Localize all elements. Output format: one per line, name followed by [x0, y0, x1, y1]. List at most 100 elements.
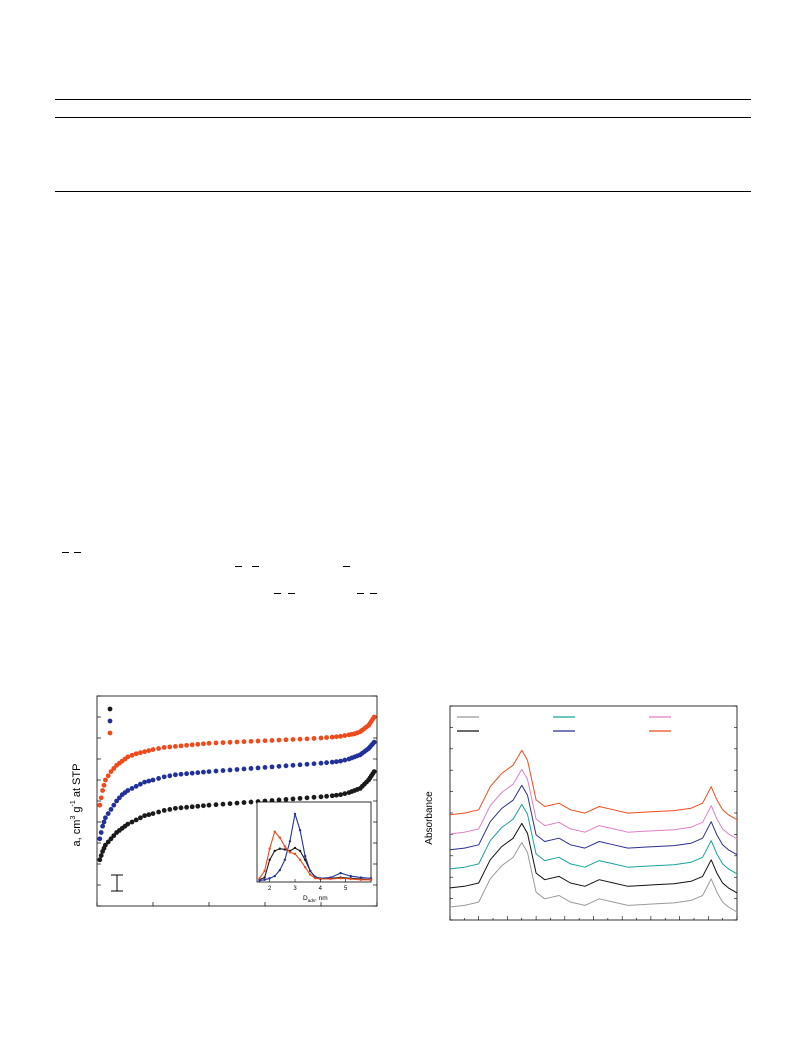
data-point [220, 801, 226, 807]
data-point [100, 788, 105, 793]
data-point [184, 804, 189, 810]
data-point [97, 802, 103, 808]
data-point [150, 777, 156, 783]
legend [457, 716, 671, 732]
axis-ticks [449, 705, 738, 921]
inset-tick-label: 5 [344, 886, 348, 892]
data-point [156, 776, 161, 781]
inset-tick-label: 4 [319, 886, 323, 892]
spectrum-line [449, 803, 738, 875]
data-point [97, 857, 103, 863]
data-point [133, 817, 139, 823]
data-point [138, 781, 143, 787]
inset-point [268, 858, 271, 861]
data-point [342, 757, 348, 763]
inset-point [329, 877, 332, 881]
data-point [111, 833, 117, 839]
data-point [329, 734, 335, 740]
data-point [311, 736, 317, 741]
data-point [146, 812, 152, 818]
legend [107, 706, 113, 736]
data-point [189, 742, 195, 748]
data-point [98, 830, 104, 835]
data-point [290, 737, 296, 742]
data-point [324, 760, 329, 766]
data-point [234, 739, 240, 745]
data-point [290, 762, 296, 768]
inset-point [283, 848, 287, 851]
data-point [283, 763, 289, 769]
data-point [213, 768, 219, 774]
data-point [150, 811, 156, 816]
data-point [129, 819, 135, 825]
data-point [138, 750, 143, 756]
spectrum-line [449, 822, 738, 894]
data-point [105, 773, 111, 779]
data-point [329, 793, 335, 799]
data-point [101, 782, 107, 788]
data-point [213, 740, 219, 746]
data-point [108, 807, 114, 812]
data-point [133, 751, 139, 757]
data-point [178, 805, 184, 811]
data-point [146, 748, 152, 753]
y-axis-label: a, cm3 g-1 at STP [70, 764, 83, 847]
inset-point [349, 877, 352, 881]
legend-marker [107, 718, 113, 724]
inset-point [263, 878, 266, 881]
inset-ticks: 2 3 4 5 [268, 879, 348, 892]
overline-mark [343, 566, 350, 567]
error-bar [111, 874, 123, 892]
inset-point [309, 869, 312, 873]
inset-series-line [259, 847, 372, 881]
data-point [138, 815, 143, 821]
data-point [304, 761, 310, 767]
data-point [234, 800, 240, 806]
data-point [227, 767, 233, 773]
data-point [195, 770, 201, 776]
spectrum-line [449, 842, 738, 913]
plot-frame [449, 705, 738, 921]
inset-point [263, 869, 266, 873]
data-point [195, 741, 201, 747]
inset-frame [256, 801, 372, 883]
data-point [262, 765, 268, 770]
overline-mark [288, 593, 295, 594]
data-point [189, 770, 195, 776]
spectrum-line [449, 768, 738, 840]
data-point [338, 758, 343, 764]
data-point [173, 772, 178, 778]
data-point [329, 759, 335, 765]
data-point [283, 797, 289, 802]
table-header-rule [55, 117, 751, 118]
data-point [213, 802, 219, 808]
inset-point [268, 847, 271, 850]
data-point [114, 798, 119, 804]
inset-point [283, 845, 287, 848]
data-point [248, 738, 254, 744]
spectrum-line [449, 749, 738, 821]
svg-text:a, cm3 g-1 at STP: a, cm3 g-1 at STP [70, 764, 83, 847]
inset-point [298, 858, 302, 861]
data-point [334, 734, 339, 740]
data-point [167, 807, 173, 812]
data-point [201, 803, 206, 809]
data-point [342, 791, 348, 797]
data-point [318, 735, 324, 741]
data-point [248, 799, 254, 805]
data-point [290, 796, 296, 802]
data-point [156, 809, 161, 815]
data-point [117, 795, 122, 801]
overline-mark [62, 552, 69, 553]
data-point [338, 733, 343, 739]
data-point [371, 714, 377, 720]
data-point [262, 738, 268, 744]
inset-point [293, 846, 297, 850]
inset-series-line [259, 830, 371, 881]
inset-point [273, 830, 276, 833]
data-point [125, 821, 131, 827]
overline-mark [357, 593, 364, 594]
isotherm-chart: a, cm3 g-1 at STP 2 3 4 5 Dads, nm [70, 695, 378, 907]
data-point [283, 737, 289, 743]
data-point [111, 766, 117, 771]
